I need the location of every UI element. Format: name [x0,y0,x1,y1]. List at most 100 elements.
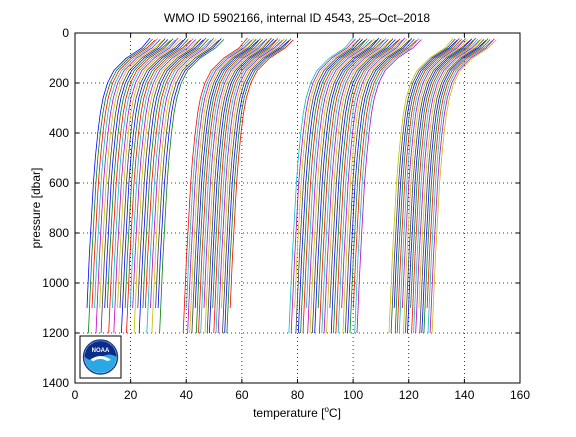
x-axis-label-prefix: temperature [ [253,406,325,420]
profile-line [129,38,194,309]
x-tick-label: 40 [180,388,194,402]
profile-line [88,38,153,334]
profile-line [195,38,261,334]
x-axis-label: temperature [oC] [253,405,341,420]
x-axis: 0 20 40 60 80 100 120 140 160 [72,33,530,402]
profile-line [297,39,363,334]
profile-line [150,38,214,309]
profile-line [206,37,272,334]
profiles [86,37,497,334]
profile-line [307,40,373,334]
profile-line [86,37,151,309]
y-tick-label: 400 [49,126,69,140]
x-tick-label: 100 [343,388,363,402]
profile-line [108,38,174,334]
y-axis-label: pressure [dbar] [29,168,43,249]
profile-line [429,38,495,334]
profile-line [100,38,166,334]
profile-line [106,40,171,309]
noaa-emblem-bird-icon [90,356,111,361]
y-tick-label: 800 [49,226,69,240]
profile-line [403,39,468,334]
profile-line [388,37,454,334]
profile-line [319,39,384,334]
profile-line [157,38,222,309]
profile-line [95,39,161,334]
x-axis-label-suffix: C] [329,406,341,420]
profile-line [321,38,387,334]
profile-line [354,38,420,334]
profile-line [295,38,361,334]
profile-line [187,39,253,334]
noaa-logo: NOAA [79,335,122,379]
x-tick-label: 60 [235,388,249,402]
y-tick-label: 0 [62,26,69,40]
profile-line [312,39,377,334]
profile-line [288,37,354,334]
profile-line [113,37,179,334]
profile-line [335,38,401,334]
profile-line [326,40,391,334]
profile-line [182,37,248,334]
profile-line [418,38,483,309]
profile-line [353,40,417,309]
x-tick-label: 160 [510,388,530,402]
profile-line [94,38,159,309]
noaa-emblem-sky [84,341,117,361]
profile-line [212,39,277,309]
noaa-logo-text: NOAA [92,348,110,354]
x-tick-label: 80 [291,388,305,402]
profile-line [209,38,274,334]
profile-line [329,38,394,309]
profile-line [427,40,493,334]
profile-line [405,40,470,334]
x-tick-label: 140 [454,388,474,402]
profile-line [224,40,290,334]
profile-line [309,38,375,334]
profile-line [314,37,380,334]
profile-line [341,37,406,309]
y-tick-label: 1200 [42,326,69,340]
profile-line [333,40,399,334]
profile-line [121,38,187,334]
profile-line [200,40,266,334]
profile-line [213,38,279,334]
profile-line [342,38,408,334]
profile-line [349,39,415,334]
y-tick-label: 600 [49,176,69,190]
profile-line [215,39,281,334]
profile-line [145,38,209,309]
profile-line [204,39,270,334]
profile-line [300,40,366,334]
profile-line [229,39,294,309]
profile-line [390,38,456,334]
x-axis-label-unit-super: o [324,405,329,414]
profile-line [411,37,477,334]
profile-line [431,39,497,334]
profile-line [137,38,202,309]
y-tick-label: 200 [49,76,69,90]
profile-line [323,39,389,334]
profile-line [132,39,197,309]
profile-line [155,40,219,309]
profile-line [194,40,259,309]
profile-line [394,38,460,334]
profile-line [203,38,268,309]
profile-line [330,39,396,334]
profile-line [217,40,283,334]
profile-line [410,39,475,309]
profile-line [159,39,225,334]
profile-line [290,38,356,334]
profile-line [119,39,184,309]
profile-line [344,39,410,334]
profile-line [423,38,489,334]
profile-line [396,39,462,334]
profile-line [126,40,192,334]
profile-line [124,39,189,309]
profile-line [189,38,255,334]
profile-line [294,39,359,309]
profile-line [413,38,479,334]
profile-line [419,39,485,334]
